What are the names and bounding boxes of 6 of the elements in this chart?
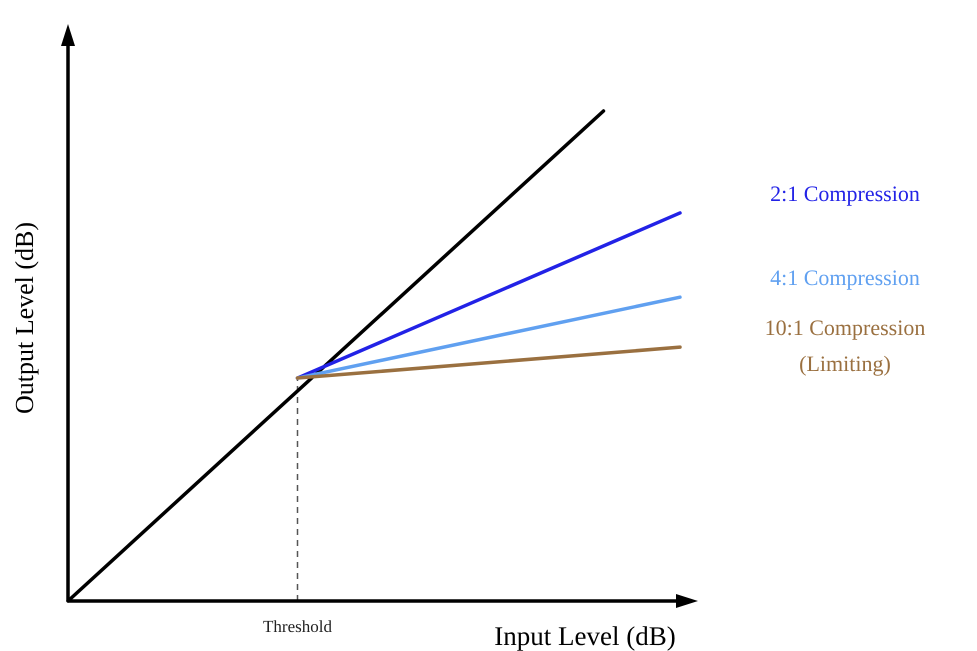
text: 2:1 Compression — [770, 180, 920, 206]
text: 4:1 Compression — [770, 265, 920, 290]
text: Threshold — [263, 617, 332, 636]
text: 10:1 Compression (Limiting) — [764, 315, 926, 376]
x-axis-title: Input Level (dB) — [494, 621, 676, 651]
y-axis-title: Output Level (dB) — [10, 222, 39, 414]
